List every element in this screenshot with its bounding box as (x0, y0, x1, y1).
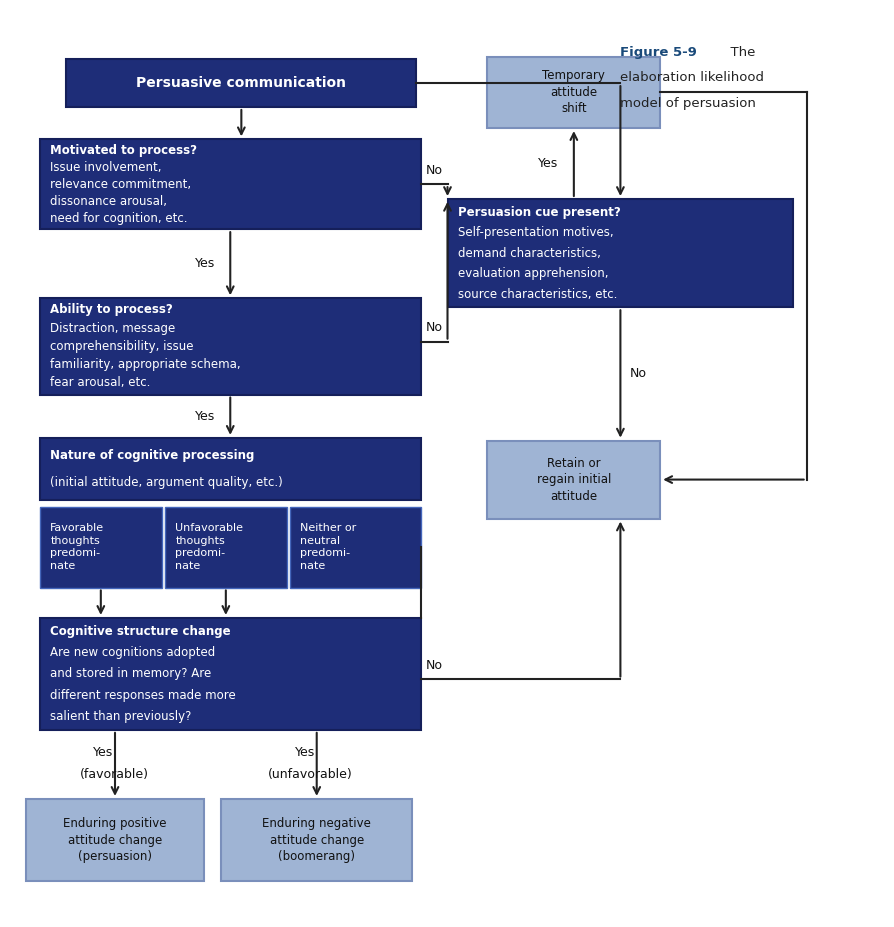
Text: (unfavorable): (unfavorable) (267, 768, 352, 781)
Text: Distraction, message: Distraction, message (50, 322, 175, 335)
Text: Ability to process?: Ability to process? (50, 303, 173, 316)
Text: Self-presentation motives,: Self-presentation motives, (458, 226, 613, 239)
Text: dissonance arousal,: dissonance arousal, (50, 195, 167, 208)
Text: Nature of cognitive processing: Nature of cognitive processing (50, 449, 255, 462)
Text: Yes: Yes (93, 746, 113, 759)
Text: Unfavorable
thoughts
predomi-
nate: Unfavorable thoughts predomi- nate (175, 523, 243, 571)
Text: No: No (425, 659, 442, 672)
Text: Yes: Yes (195, 257, 215, 270)
Text: Yes: Yes (538, 157, 558, 170)
Text: Yes: Yes (195, 410, 215, 423)
FancyBboxPatch shape (39, 139, 420, 229)
Text: Cognitive structure change: Cognitive structure change (50, 625, 231, 638)
FancyBboxPatch shape (487, 440, 660, 518)
Text: demand characteristics,: demand characteristics, (458, 247, 601, 260)
FancyBboxPatch shape (39, 438, 420, 501)
Text: evaluation apprehension,: evaluation apprehension, (458, 267, 608, 280)
Text: model of persuasion: model of persuasion (620, 97, 755, 110)
Text: different responses made more: different responses made more (50, 689, 236, 702)
Text: Favorable
thoughts
predomi-
nate: Favorable thoughts predomi- nate (50, 523, 105, 571)
Text: Retain or
regain initial
attitude: Retain or regain initial attitude (536, 457, 611, 502)
Text: Persuasive communication: Persuasive communication (136, 76, 346, 90)
FancyBboxPatch shape (164, 507, 287, 588)
Text: comprehensibility, issue: comprehensibility, issue (50, 340, 194, 353)
Text: Persuasion cue present?: Persuasion cue present? (458, 206, 620, 219)
Text: fear arousal, etc.: fear arousal, etc. (50, 376, 150, 389)
Text: Yes: Yes (294, 746, 315, 759)
Text: need for cognition, etc.: need for cognition, etc. (50, 211, 188, 224)
Text: and stored in memory? Are: and stored in memory? Are (50, 667, 211, 680)
FancyBboxPatch shape (39, 617, 420, 730)
FancyBboxPatch shape (447, 199, 792, 308)
Text: No: No (425, 322, 442, 335)
Text: No: No (628, 367, 645, 380)
Text: (favorable): (favorable) (80, 768, 148, 781)
FancyBboxPatch shape (39, 507, 162, 588)
Text: Enduring positive
attitude change
(persuasion): Enduring positive attitude change (persu… (63, 818, 166, 863)
FancyBboxPatch shape (26, 799, 204, 882)
FancyBboxPatch shape (39, 298, 420, 395)
Text: Motivated to process?: Motivated to process? (50, 144, 197, 157)
Text: (initial attitude, argument quality, etc.): (initial attitude, argument quality, etc… (50, 476, 283, 489)
FancyBboxPatch shape (290, 507, 420, 588)
Text: source characteristics, etc.: source characteristics, etc. (458, 287, 617, 300)
FancyBboxPatch shape (487, 57, 660, 128)
Text: relevance commitment,: relevance commitment, (50, 178, 191, 191)
Text: Temporary
attitude
shift: Temporary attitude shift (542, 70, 604, 115)
Text: The: The (721, 45, 755, 58)
FancyBboxPatch shape (221, 799, 411, 882)
Text: salient than previously?: salient than previously? (50, 710, 191, 723)
Text: Neither or
neutral
predomi-
nate: Neither or neutral predomi- nate (300, 523, 356, 571)
FancyBboxPatch shape (66, 59, 416, 107)
Text: Figure 5-9: Figure 5-9 (620, 45, 696, 58)
Text: Enduring negative
attitude change
(boomerang): Enduring negative attitude change (boome… (262, 818, 371, 863)
Text: No: No (425, 164, 442, 177)
Text: elaboration likelihood: elaboration likelihood (620, 71, 763, 84)
Text: familiarity, appropriate schema,: familiarity, appropriate schema, (50, 358, 240, 371)
Text: Are new cognitions adopted: Are new cognitions adopted (50, 646, 215, 659)
Text: Issue involvement,: Issue involvement, (50, 160, 162, 173)
